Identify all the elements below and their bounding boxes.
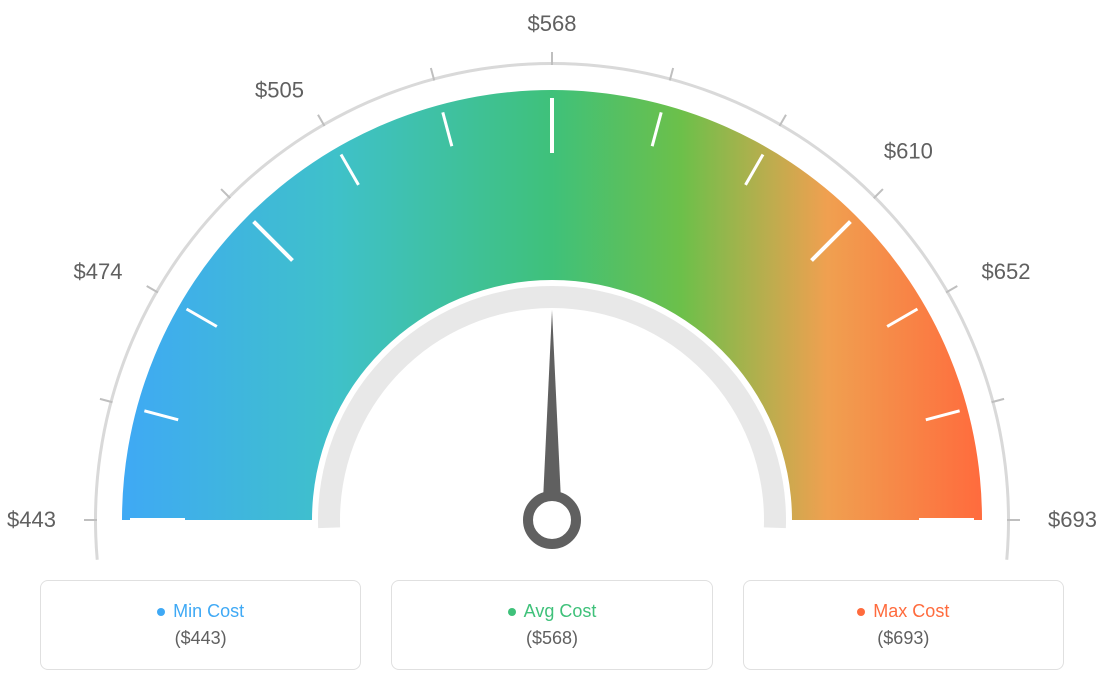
- legend-card-max: Max Cost ($693): [743, 580, 1064, 670]
- gauge-rim-tick: [780, 115, 787, 126]
- legend-dot-avg: [508, 608, 516, 616]
- legend-title-row: Max Cost: [857, 601, 949, 622]
- gauge-tick-label: $610: [884, 138, 933, 163]
- gauge-tick-label: $505: [255, 77, 304, 102]
- gauge-rim-tick: [874, 189, 883, 198]
- gauge-rim-tick: [946, 286, 957, 293]
- gauge-rim-tick: [318, 115, 325, 126]
- legend-dot-max: [857, 608, 865, 616]
- legend-value-avg: ($568): [526, 628, 578, 649]
- gauge-chart: $443 $474 $505 $568 $610 $652 $693: [0, 0, 1104, 560]
- cost-gauge-widget: $443 $474 $505 $568 $610 $652 $693 Min Cost ($…: [0, 0, 1104, 690]
- gauge-tick-label: $652: [982, 259, 1031, 284]
- legend-value-min: ($443): [175, 628, 227, 649]
- legend-row: Min Cost ($443) Avg Cost ($568) Max Cost…: [0, 580, 1104, 670]
- legend-card-avg: Avg Cost ($568): [391, 580, 712, 670]
- legend-value-max: ($693): [877, 628, 929, 649]
- gauge-hub: [528, 496, 576, 544]
- legend-dot-min: [157, 608, 165, 616]
- legend-title-min: Min Cost: [173, 601, 244, 622]
- legend-title-max: Max Cost: [873, 601, 949, 622]
- gauge-svg: $443 $474 $505 $568 $610 $652 $693: [0, 0, 1104, 560]
- gauge-rim-tick: [221, 189, 230, 198]
- gauge-tick-label: $474: [73, 259, 122, 284]
- gauge-rim-tick: [147, 286, 158, 293]
- gauge-tick-label: $693: [1048, 507, 1097, 532]
- gauge-needle: [543, 310, 560, 493]
- gauge-tick-label: $568: [528, 11, 577, 36]
- gauge-tick-label: $443: [7, 507, 56, 532]
- legend-title-row: Min Cost: [157, 601, 244, 622]
- legend-card-min: Min Cost ($443): [40, 580, 361, 670]
- legend-title-row: Avg Cost: [508, 601, 597, 622]
- legend-title-avg: Avg Cost: [524, 601, 597, 622]
